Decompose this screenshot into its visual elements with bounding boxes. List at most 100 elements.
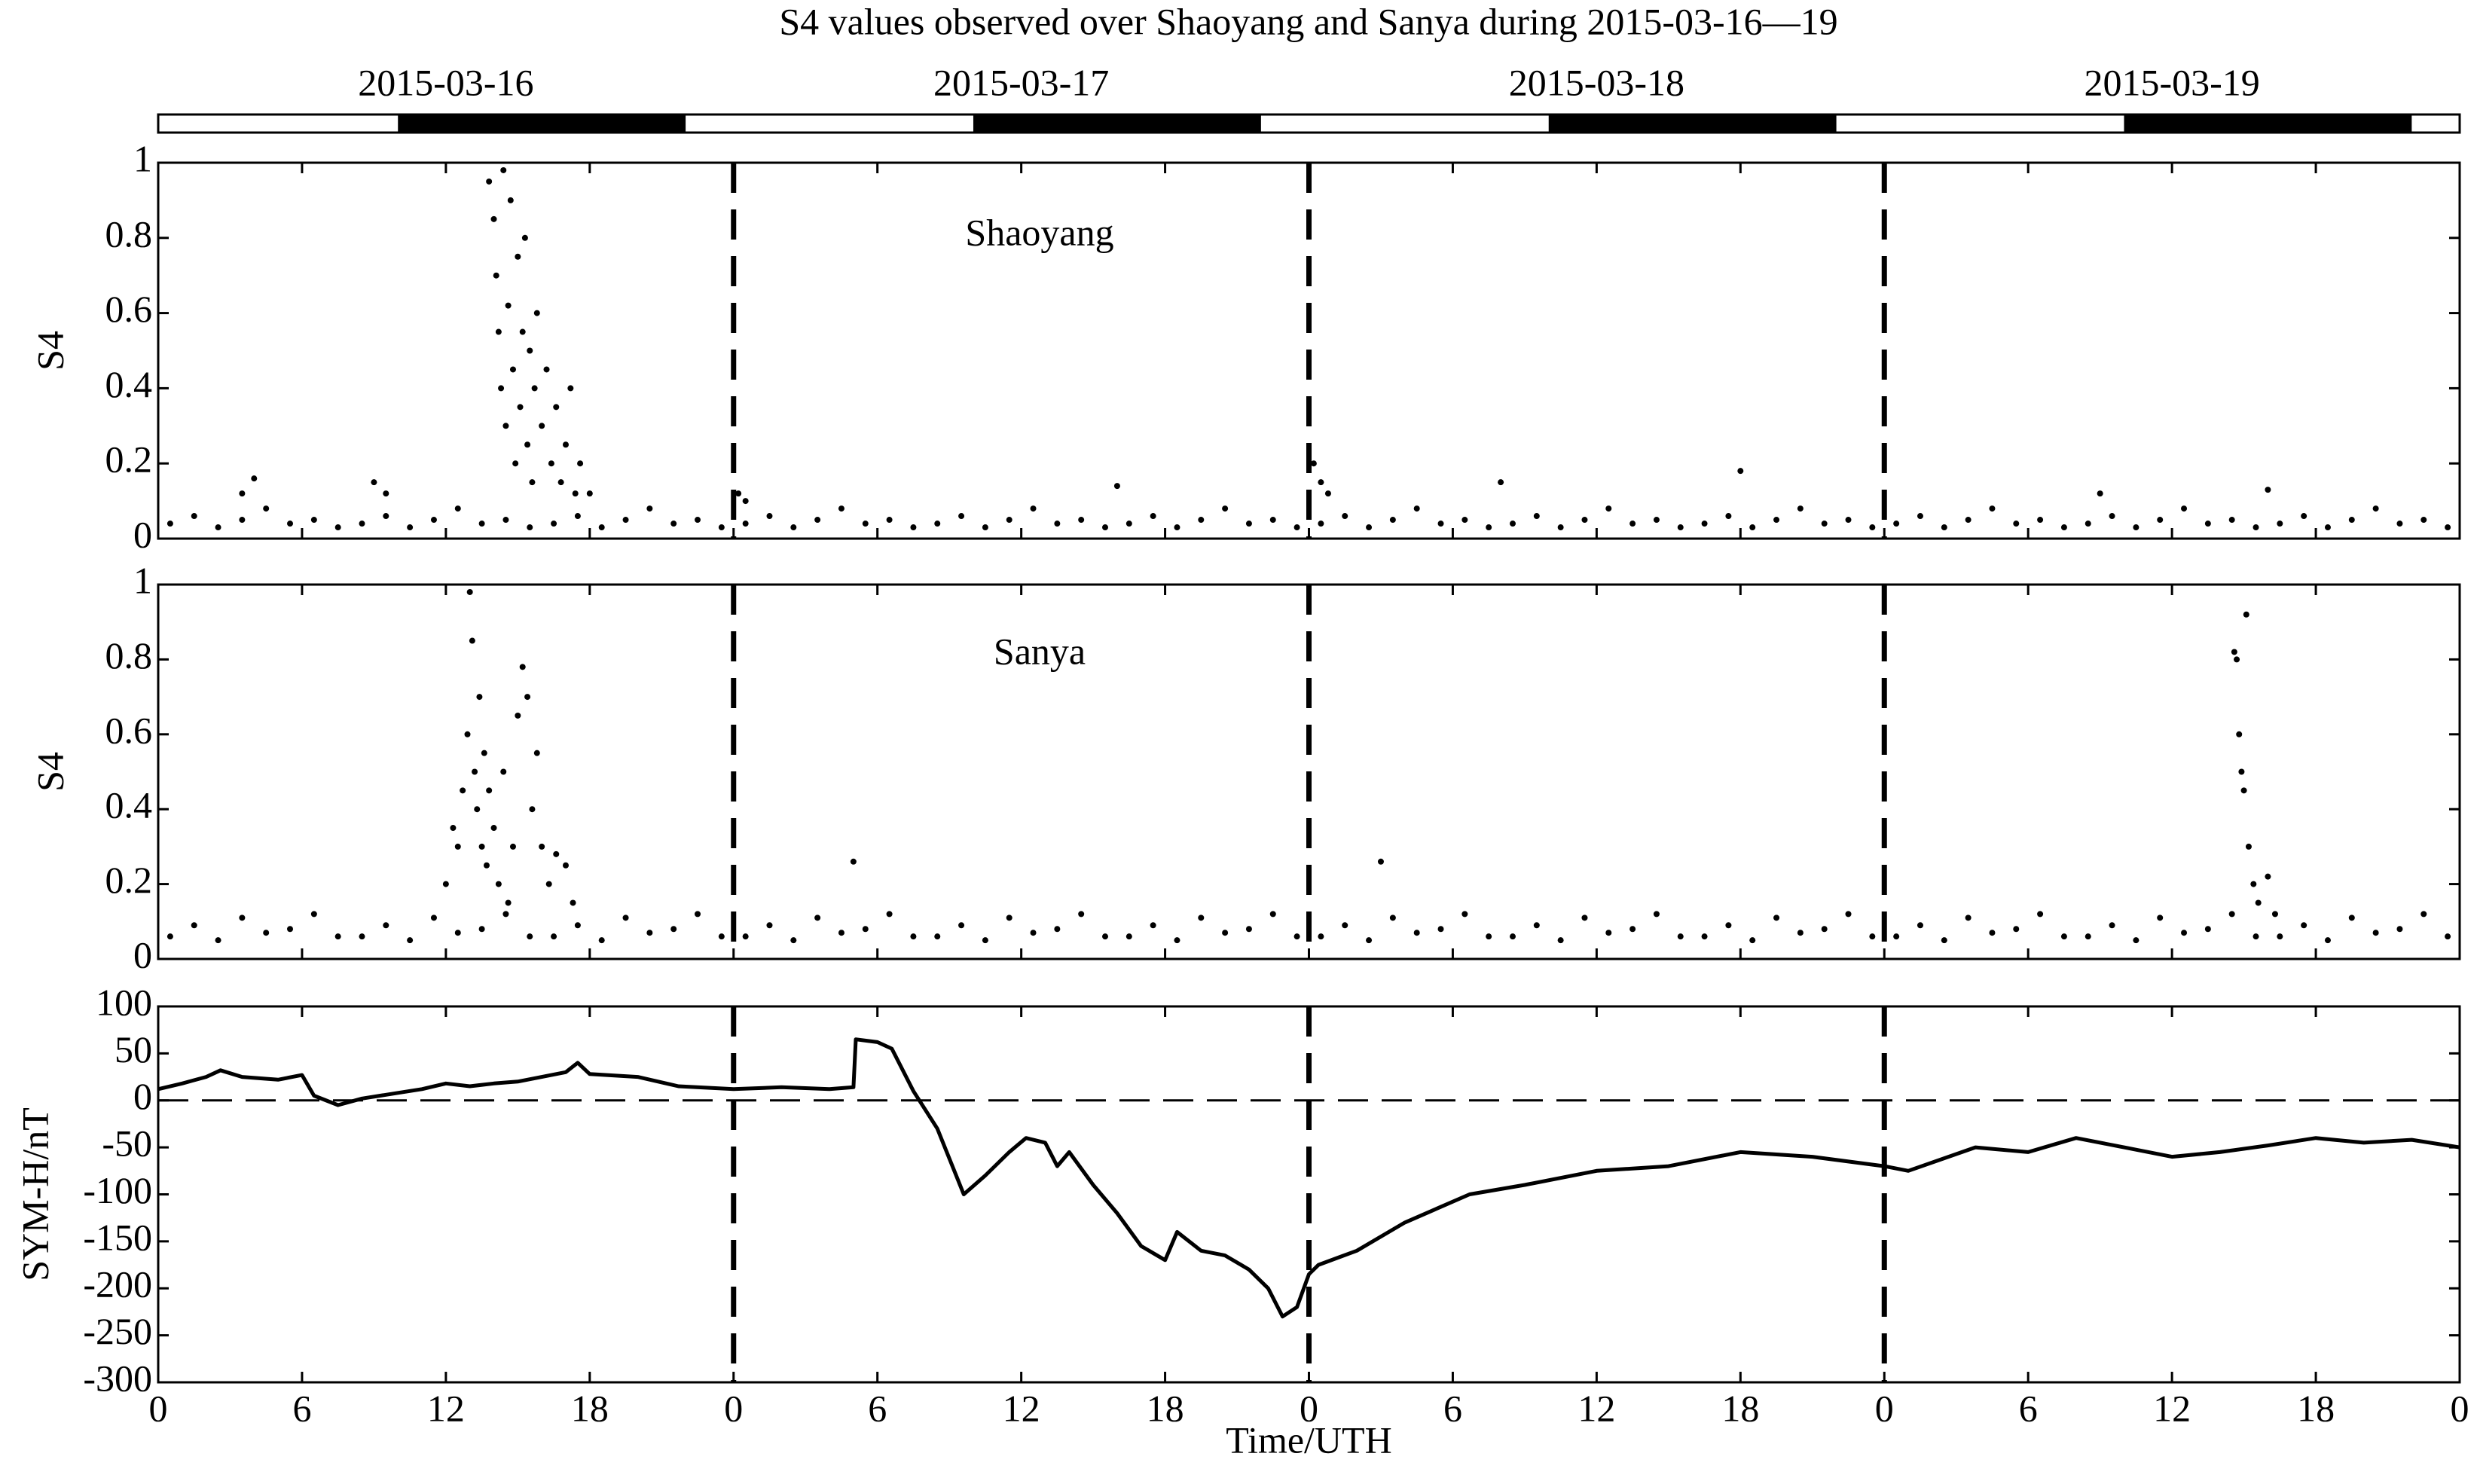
point bbox=[1917, 922, 1923, 929]
point bbox=[562, 862, 569, 869]
x-tick-label: 6 bbox=[2019, 1387, 2038, 1429]
point bbox=[1773, 517, 1780, 524]
point bbox=[1342, 513, 1348, 520]
point bbox=[1318, 933, 1324, 940]
point bbox=[483, 862, 490, 869]
point bbox=[1533, 922, 1540, 929]
x-tick-label: 0 bbox=[724, 1387, 743, 1429]
point bbox=[498, 385, 505, 392]
point bbox=[1222, 930, 1229, 936]
point bbox=[2420, 517, 2427, 524]
point bbox=[2204, 521, 2211, 527]
point bbox=[1222, 505, 1229, 512]
point bbox=[481, 750, 487, 756]
point bbox=[2250, 881, 2257, 887]
point bbox=[251, 475, 258, 482]
point bbox=[2271, 911, 2278, 918]
point bbox=[646, 505, 653, 512]
panel-label: Sanya bbox=[994, 630, 1086, 672]
point bbox=[2348, 915, 2355, 921]
point bbox=[1486, 524, 1492, 531]
y-tick-label: 1 bbox=[133, 137, 152, 179]
point bbox=[1102, 933, 1109, 940]
point bbox=[2372, 930, 2379, 936]
point bbox=[850, 858, 857, 865]
point bbox=[790, 524, 797, 531]
point bbox=[263, 505, 270, 512]
point bbox=[502, 517, 509, 524]
point bbox=[450, 825, 457, 832]
point bbox=[521, 234, 528, 241]
point bbox=[572, 490, 579, 497]
point bbox=[2133, 937, 2140, 944]
point bbox=[383, 490, 389, 497]
point bbox=[500, 166, 507, 173]
point bbox=[1749, 524, 1756, 531]
x-tick-label: 0 bbox=[1300, 1387, 1318, 1429]
point bbox=[2133, 524, 2140, 531]
night-segment bbox=[1548, 115, 1837, 133]
x-axis-label: Time/UTH bbox=[1226, 1418, 1391, 1461]
point bbox=[2181, 930, 2188, 936]
point bbox=[551, 933, 557, 940]
point bbox=[1125, 933, 1132, 940]
x-tick-label: 6 bbox=[1443, 1387, 1462, 1429]
point bbox=[383, 513, 389, 520]
y-tick-label: -150 bbox=[83, 1216, 152, 1258]
point bbox=[2243, 611, 2249, 618]
point bbox=[1725, 922, 1732, 929]
point bbox=[2277, 933, 2283, 940]
point bbox=[670, 521, 677, 527]
point bbox=[1324, 490, 1331, 497]
point bbox=[509, 843, 516, 850]
point bbox=[524, 441, 531, 448]
point bbox=[695, 517, 701, 524]
point bbox=[478, 843, 485, 850]
y-tick-label: 0.2 bbox=[105, 438, 153, 481]
point bbox=[527, 524, 533, 531]
point bbox=[910, 933, 917, 940]
x-tick-label: 18 bbox=[1721, 1387, 1759, 1429]
point bbox=[1366, 937, 1373, 944]
point bbox=[2085, 521, 2091, 527]
point bbox=[1054, 926, 1061, 933]
point bbox=[646, 930, 653, 936]
point bbox=[1342, 922, 1348, 929]
point bbox=[2238, 768, 2245, 775]
point bbox=[553, 404, 560, 411]
point bbox=[2396, 926, 2403, 933]
point bbox=[1845, 911, 1852, 918]
point bbox=[934, 933, 941, 940]
point bbox=[1125, 521, 1132, 527]
point bbox=[502, 423, 509, 429]
date-label: 2015-03-16 bbox=[358, 61, 533, 103]
point bbox=[574, 922, 581, 929]
point bbox=[1310, 460, 1317, 467]
x-tick-label: 0 bbox=[149, 1387, 168, 1429]
point bbox=[1198, 517, 1205, 524]
point bbox=[2228, 911, 2235, 918]
point bbox=[545, 881, 552, 887]
point bbox=[527, 347, 533, 354]
point bbox=[515, 712, 521, 719]
point bbox=[533, 750, 540, 756]
point bbox=[539, 423, 545, 429]
point bbox=[407, 524, 414, 531]
point bbox=[2157, 915, 2164, 921]
point bbox=[529, 806, 536, 813]
y-tick-label: 0.8 bbox=[105, 634, 153, 676]
point bbox=[527, 933, 533, 940]
point bbox=[2324, 937, 2331, 944]
point bbox=[166, 521, 173, 527]
y-tick-label: 0.4 bbox=[105, 784, 153, 826]
point bbox=[1677, 933, 1684, 940]
point bbox=[1797, 505, 1804, 512]
point bbox=[1006, 915, 1012, 921]
point bbox=[562, 441, 569, 448]
point bbox=[766, 513, 773, 520]
point bbox=[742, 933, 749, 940]
plot-frame bbox=[157, 583, 2461, 960]
point bbox=[287, 521, 294, 527]
point bbox=[1102, 524, 1109, 531]
point bbox=[2301, 922, 2307, 929]
